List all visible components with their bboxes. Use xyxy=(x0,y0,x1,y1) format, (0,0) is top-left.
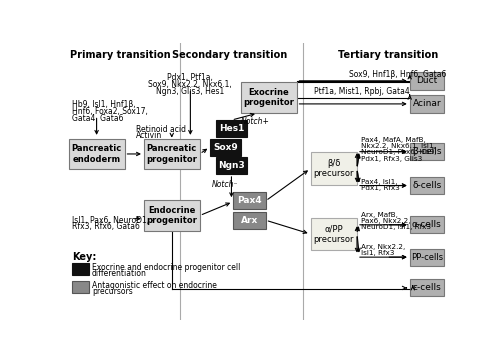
Bar xyxy=(410,249,444,266)
Text: Hes1: Hes1 xyxy=(219,124,244,133)
Text: differentiation: differentiation xyxy=(92,269,147,278)
Text: Activin: Activin xyxy=(136,131,162,140)
Bar xyxy=(310,218,357,250)
Text: Notch+: Notch+ xyxy=(241,117,270,126)
Text: Duct: Duct xyxy=(416,76,438,85)
Bar xyxy=(410,177,444,194)
Text: α-cells: α-cells xyxy=(412,220,442,229)
Text: Exocrine and endocrine progenitor cell: Exocrine and endocrine progenitor cell xyxy=(92,263,240,272)
Bar xyxy=(233,212,266,229)
Bar xyxy=(216,157,247,174)
Text: Gata4, Gata6: Gata4, Gata6 xyxy=(72,114,124,123)
Bar xyxy=(410,143,444,160)
Text: Arx, MafB,: Arx, MafB, xyxy=(361,212,398,218)
Text: Pax6, Nkx2.2,: Pax6, Nkx2.2, xyxy=(361,218,410,224)
Text: Tertiary transition: Tertiary transition xyxy=(338,50,438,60)
Text: β/δ
precursor: β/δ precursor xyxy=(314,159,354,178)
Text: Hnf6, Foxa2, Sox17,: Hnf6, Foxa2, Sox17, xyxy=(72,107,148,116)
Text: Pdx1, Ptf1a,: Pdx1, Ptf1a, xyxy=(168,73,214,82)
Text: NeuroD1, Pax6, Hb9,: NeuroD1, Pax6, Hb9, xyxy=(361,149,436,155)
Text: Pax4, MafA, MafB,: Pax4, MafA, MafB, xyxy=(361,137,426,143)
Text: Isl1, Rfx3: Isl1, Rfx3 xyxy=(361,250,394,256)
Bar xyxy=(410,95,444,113)
Text: Antagonistic effect on endocrine: Antagonistic effect on endocrine xyxy=(92,281,217,290)
Text: Endocrine
progenitor: Endocrine progenitor xyxy=(146,206,197,225)
Bar xyxy=(72,281,89,293)
Text: Pdx1, Rfx3, Glis3: Pdx1, Rfx3, Glis3 xyxy=(361,155,422,162)
Bar xyxy=(72,262,89,275)
Bar xyxy=(144,200,200,231)
Bar xyxy=(216,120,247,137)
Bar xyxy=(233,192,266,209)
Text: Pancreatic
endoderm: Pancreatic endoderm xyxy=(72,144,122,164)
Text: Exocrine
progenitor: Exocrine progenitor xyxy=(243,88,294,107)
Text: Pax4: Pax4 xyxy=(237,196,262,205)
Text: Acinar: Acinar xyxy=(412,99,441,108)
Text: ε-cells: ε-cells xyxy=(412,284,441,293)
Text: NeuroD1, Isl1, Rfx3: NeuroD1, Isl1, Rfx3 xyxy=(361,224,431,230)
Text: Secondary transition: Secondary transition xyxy=(172,50,287,60)
Text: PP-cells: PP-cells xyxy=(410,253,443,262)
Bar xyxy=(410,71,444,90)
Text: Sox9, Nkx2.2, Nkx6.1,: Sox9, Nkx2.2, Nkx6.1, xyxy=(148,80,232,89)
Text: Arx, Nkx2.2,: Arx, Nkx2.2, xyxy=(361,244,405,250)
Text: Nkx2.2, Nkx6.1, Isl1,: Nkx2.2, Nkx6.1, Isl1, xyxy=(361,143,436,149)
Text: α/PP
precursor: α/PP precursor xyxy=(314,224,354,244)
Bar xyxy=(410,216,444,233)
Text: Hb9, Isl1, Hnf1β,: Hb9, Isl1, Hnf1β, xyxy=(72,100,136,109)
Text: Retinoid acid: Retinoid acid xyxy=(136,125,186,134)
Text: Primary transition: Primary transition xyxy=(70,50,171,60)
Text: δ-cells: δ-cells xyxy=(412,181,442,190)
Text: Notch⁻: Notch⁻ xyxy=(212,180,238,189)
Text: Ptf1a, Mist1, Rpbj, Gata4: Ptf1a, Mist1, Rpbj, Gata4 xyxy=(314,87,410,96)
Text: Rfx3, Rfx6, Gata6: Rfx3, Rfx6, Gata6 xyxy=(72,223,140,232)
Text: Arx: Arx xyxy=(240,216,258,225)
Text: Key:: Key: xyxy=(72,252,96,262)
Text: Sox9: Sox9 xyxy=(213,143,238,151)
Bar xyxy=(144,139,200,169)
Text: Ngn3: Ngn3 xyxy=(218,161,245,170)
Bar xyxy=(310,153,357,185)
Bar xyxy=(410,279,444,297)
Bar xyxy=(210,139,241,155)
Text: Ngn3, Glis3, Hes1: Ngn3, Glis3, Hes1 xyxy=(156,87,224,96)
Text: Isl1, Pax6, NeuroD1,: Isl1, Pax6, NeuroD1, xyxy=(72,215,149,225)
Text: precursors: precursors xyxy=(92,287,132,296)
Text: Pax4, Isl1,: Pax4, Isl1, xyxy=(361,178,398,185)
Text: β-cells: β-cells xyxy=(412,147,442,156)
Bar xyxy=(68,139,124,169)
Text: Pdx1, Rfx3: Pdx1, Rfx3 xyxy=(361,185,400,191)
Bar xyxy=(241,82,296,113)
Text: Sox9, Hnf1β, Hnf6, Gata6: Sox9, Hnf1β, Hnf6, Gata6 xyxy=(349,70,446,79)
Text: Pancreatic
progenitor: Pancreatic progenitor xyxy=(146,144,197,164)
